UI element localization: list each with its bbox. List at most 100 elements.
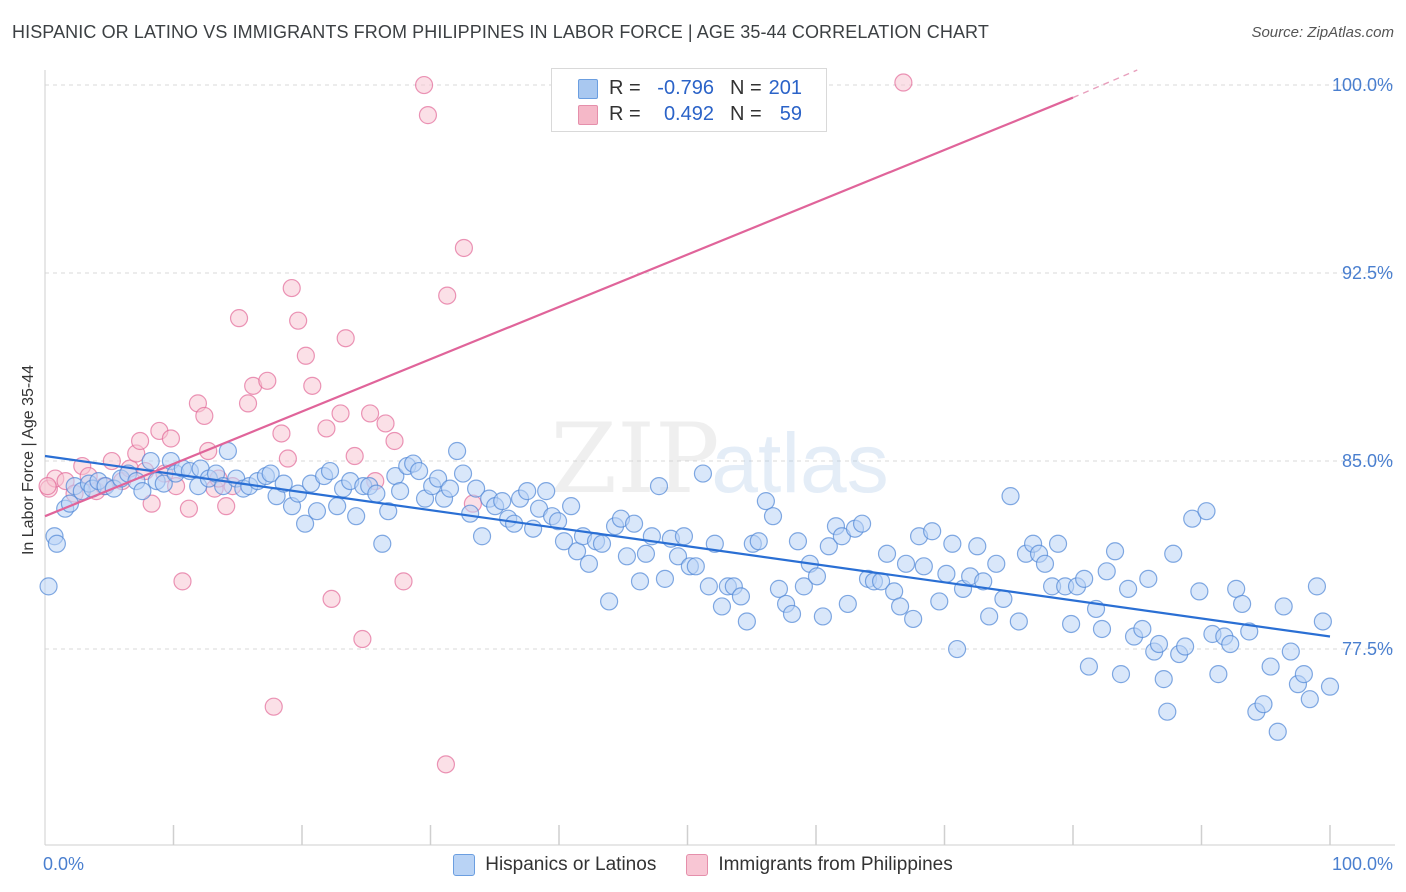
philippines-point [229, 309, 249, 328]
hispanic-point [1313, 612, 1332, 631]
hispanic-point [1035, 554, 1055, 573]
philippines-point [361, 404, 380, 423]
hispanic-point [1009, 612, 1028, 631]
hispanic-point [1119, 579, 1138, 598]
y-tick-label: 77.5% [1342, 639, 1393, 659]
hispanic-point [47, 534, 66, 553]
hispanic-point [813, 607, 832, 626]
chart-title: HISPANIC OR LATINO VS IMMIGRANTS FROM PH… [12, 22, 989, 42]
hispanic-point [712, 597, 732, 616]
legend-item-hispanic[interactable]: Hispanics or Latinos [453, 854, 656, 876]
hispanic-point [807, 567, 827, 586]
hispanic-point [328, 497, 347, 516]
hispanic-point [686, 557, 705, 576]
hispanic-point [1233, 594, 1252, 614]
watermark-zip: ZIP [550, 403, 719, 515]
hispanic-point [896, 554, 916, 573]
stats-n-label: N = [730, 77, 762, 99]
hispanic-point [1254, 695, 1273, 714]
hispanic-point [1209, 665, 1228, 684]
hispanic-point [1197, 502, 1216, 521]
x-tick-label: 100.0% [1332, 854, 1393, 874]
hispanic-point [409, 461, 429, 481]
stats-r-value: -0.796 [657, 77, 714, 99]
philippines-point [199, 441, 218, 461]
philippines-point [336, 329, 355, 348]
grid-lines [45, 84, 1395, 650]
hispanic-point [320, 461, 340, 481]
philippines-point [272, 424, 291, 443]
philippines-point [238, 394, 258, 413]
philippines-point [173, 572, 192, 591]
philippines-point [179, 499, 199, 518]
hispanic-point [1061, 614, 1081, 634]
hispanic-point [980, 607, 999, 626]
hispanic-point [630, 572, 650, 591]
philippines-point [303, 376, 322, 395]
legend: Hispanics or Latinos Immigrants from Phi… [0, 852, 1406, 878]
hispanic-point [1164, 544, 1183, 563]
hispanic-point [367, 484, 386, 503]
hispanic-point [1105, 542, 1125, 561]
philippines-point [38, 477, 57, 496]
hispanic-point [537, 482, 556, 501]
hispanic-point [295, 514, 315, 533]
hispanic-point [749, 532, 768, 551]
hispanic-point [1300, 690, 1319, 709]
hispanic-point [737, 612, 756, 631]
hispanic-point [307, 502, 327, 521]
hispanic-point [429, 469, 448, 488]
source-label: Source: ZipAtlas.com [1251, 24, 1394, 41]
hispanic-point [1183, 509, 1202, 528]
philippines-point [436, 755, 456, 774]
hispanic-point [674, 527, 694, 546]
hispanic-point [600, 592, 619, 611]
philippines-point [317, 419, 336, 438]
hispanic-point [1133, 619, 1152, 639]
hispanic-point [693, 464, 713, 483]
philippines-point [322, 589, 341, 609]
hispanic-point [347, 507, 366, 526]
hispanic-point [914, 557, 933, 576]
philippines-point [264, 697, 283, 716]
hispanic-point [1307, 577, 1327, 596]
philippines-point [894, 73, 913, 92]
philippines-point [418, 106, 438, 125]
hispanic-point [453, 464, 473, 483]
stats-r-value: 0.492 [663, 103, 714, 125]
stats-swatch-hispanic [578, 79, 598, 99]
stats-r-label: R = [609, 77, 641, 99]
hispanic-point [782, 604, 802, 624]
hispanic-point [154, 474, 173, 493]
philippines-point [142, 494, 161, 513]
series-hispanic-points [39, 441, 1340, 741]
hispanic-point [838, 594, 857, 614]
hispanic-point [592, 534, 612, 553]
hispanic-point [1320, 677, 1340, 696]
hispanic-point [705, 534, 724, 553]
hispanic-point [1149, 634, 1169, 654]
hispanic-point [890, 597, 910, 616]
hispanic-point [788, 532, 808, 551]
legend-swatch-philippines [686, 854, 709, 876]
hispanic-point [390, 482, 410, 501]
legend-swatch-hispanic [453, 854, 476, 876]
hispanic-point [440, 479, 460, 498]
philippines-point [376, 414, 395, 433]
philippines-point [130, 431, 150, 451]
philippines-point [195, 406, 214, 426]
stats-box: R = -0.796 N = 201 R = 0.492 N = 59 [551, 68, 827, 132]
legend-item-philippines[interactable]: Immigrants from Philippines [686, 854, 953, 876]
hispanic-point [699, 577, 718, 596]
philippines-point [353, 629, 372, 649]
hispanic-point [379, 502, 398, 521]
philippines-point [394, 572, 413, 591]
hispanic-point [562, 497, 581, 516]
y-tick-label: 100.0% [1332, 75, 1393, 95]
hispanic-point [1158, 702, 1177, 721]
tick-labels: 77.5% 85.0% 92.5% 100.0% 0.0% 100.0% [43, 75, 1393, 874]
hispanic-point [493, 492, 512, 511]
stats-row-philippines: R = 0.492 N = 59 [552, 101, 826, 127]
hispanic-point [1154, 670, 1173, 689]
